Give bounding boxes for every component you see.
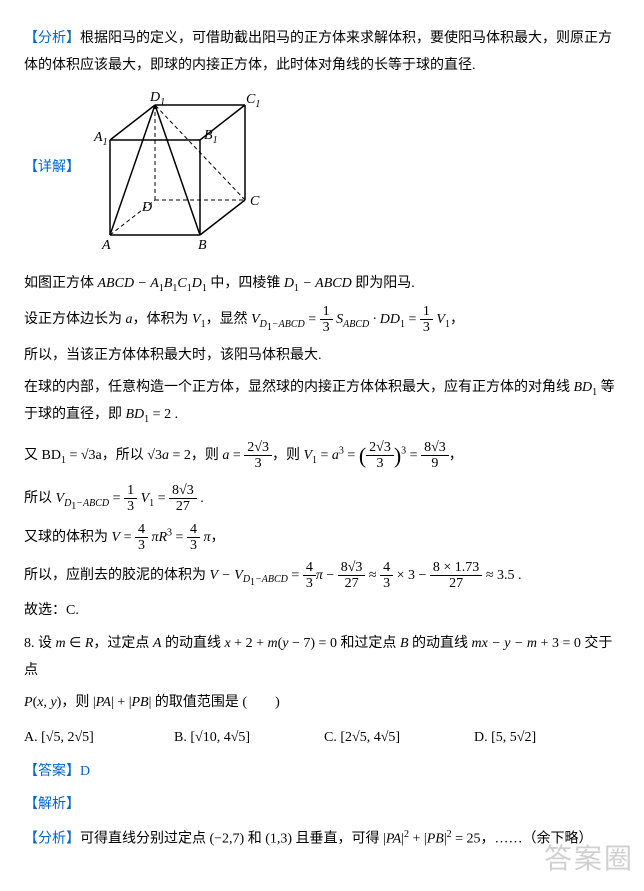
opt-label: D. [474,730,488,745]
txt: 所以 [24,491,56,506]
opt-label: A. [24,730,38,745]
txt: 设正方体边长为 [24,312,126,327]
option-d: D. [5, 5√2] [474,725,584,752]
txt: C. [66,603,79,618]
svg-text:A: A [101,238,111,253]
p-bd: 又 BD1 = √3a，所以 √3a = 2，则 a = 2√33，则 V1 =… [24,435,620,477]
txt: 可得直线分别过定点 (−2,7) 和 (1,3) 且垂直，可得 [80,831,383,846]
analysis-text: 根据阳马的定义，可借助截出阳马的正方体来求解体积，要使阳马体积最大，则原正方体的… [24,31,612,73]
txt: 即为阳马. [352,276,415,291]
txt: ，则 [272,448,304,463]
p-set: 设正方体边长为 a，体积为 V1，显然 VD1−ABCD = 13 SABCD … [24,304,620,337]
analysis2: 【分析】可得直线分别过定点 (−2,7) 和 (1,3) 且垂直，可得 |PA|… [24,825,620,853]
cube-diagram: D1 C1 A1 B1 A B C D [80,85,280,265]
detail-label: 【详解】 [24,155,80,182]
txt: 又 [24,448,42,463]
select-c: 故选：C. [24,598,620,625]
p-cube: 如图正方体 ABCD − A1B1C1D1 中，四棱锥 D1 − ABCD 即为… [24,271,620,298]
answer-value: D [80,764,90,779]
answer-row: 【答案】D [24,759,620,786]
jiexi-label: 【解析】 [24,792,620,819]
txt: 的动直线 [409,636,472,651]
analysis2-label: 【分析】 [24,831,80,846]
txt: ，所以 [102,448,148,463]
svg-text:C: C [250,194,260,209]
p-cut: 所以，应削去的胶泥的体积为 V − VD1−ABCD = 43π − 8√327… [24,560,620,593]
txt: ，则 [191,448,223,463]
svg-text:B1: B1 [204,128,218,146]
txt: ，则 [61,695,93,710]
txt: 中，四棱锥 [207,276,284,291]
txt: 8. 设 [24,636,56,651]
txt: ，体积为 [133,312,193,327]
opt-label: B. [174,730,187,745]
options: A. [√5, 2√5] B. [√10, 4√5] C. [2√5, 4√5]… [24,725,620,752]
svg-text:A1: A1 [93,130,108,148]
analysis-block: 【分析】根据阳马的定义，可借助截出阳马的正方体来求解体积，要使阳马体积最大，则原… [24,26,620,79]
p-ballvol: 又球的体积为 V = 43 πR3 = 43 π， [24,522,620,554]
txt: 如图正方体 [24,276,98,291]
txt: 的动直线 [161,636,224,651]
p-so2: 所以 VD1−ABCD = 13 V1 = 8√327 . [24,483,620,516]
txt: 和过定点 [337,636,400,651]
detail-row: 【详解】 D1 C1 A1 B1 A B C D [24,85,620,265]
txt: 又球的体积为 [24,530,112,545]
analysis-label: 【分析】 [24,31,80,46]
svg-text:B: B [198,238,207,253]
txt: ，……（余下略） [481,831,593,846]
answer-label: 【答案】 [24,764,80,779]
p-ball: 在球的内部，任意构造一个正方体，显然球的内接正方体体积最大，应有正方体的对角线 … [24,375,620,429]
opt-label: C. [324,730,337,745]
txt: ，显然 [206,312,252,327]
svg-text:C1: C1 [246,92,260,110]
option-c: C. [2√5, 4√5] [324,725,434,752]
p-so: 所以，当该正方体体积最大时，该阳马体积最大. [24,343,620,370]
q8: 8. 设 m ∈ R，过定点 A 的动直线 x + 2 + m(y − 7) =… [24,631,620,684]
txt: 的取值范围是 ( ) [151,695,279,710]
txt: ，过定点 [93,636,153,651]
option-b: B. [√10, 4√5] [174,725,284,752]
option-a: A. [√5, 2√5] [24,725,134,752]
txt: 所以，应削去的胶泥的体积为 [24,568,210,583]
svg-text:D: D [141,200,152,215]
q8b: P(x, y)，则 |PA| + |PB| 的取值范围是 ( ) [24,690,620,717]
txt: 在球的内部，任意构造一个正方体，显然球的内接正方体体积最大，应有正方体的对角线 [24,380,574,395]
txt: 故选： [24,603,66,618]
